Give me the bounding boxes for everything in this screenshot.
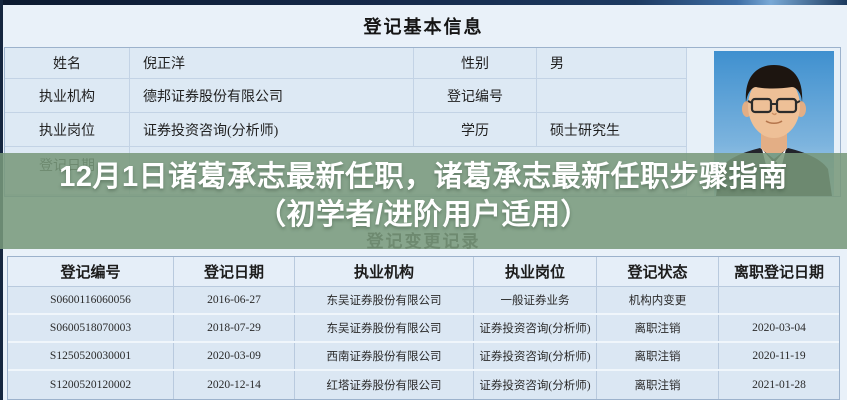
table-row: S0600116060056 2016-06-27 东吴证券股份有限公司 一般证… [8, 287, 839, 315]
regno-label: 登记编号 [414, 79, 537, 112]
cell-regno: S0600518070003 [8, 315, 174, 341]
cell-regdate: 2016-06-27 [174, 287, 295, 313]
table-row: 执业岗位 证券投资咨询(分析师) 学历 硕士研究生 [5, 113, 686, 147]
cell-position: 一般证券业务 [474, 287, 597, 313]
cell-org: 红塔证券股份有限公司 [295, 371, 474, 399]
education-label: 学历 [414, 113, 537, 146]
name-value: 倪正洋 [130, 48, 414, 78]
cell-org: 东吴证券股份有限公司 [295, 287, 474, 313]
cell-leavedate: 2021-01-28 [752, 379, 806, 391]
col-header-leavedate: 离职登记日期 [733, 265, 824, 281]
table-row: S0600518070003 2018-07-29 东吴证券股份有限公司 证券投… [8, 315, 839, 343]
page-title: 登记基本信息 [363, 17, 484, 37]
cell-regno: S1250520030001 [8, 343, 174, 369]
cell-position: 证券投资咨询(分析师) [474, 343, 597, 369]
cell-org: 东吴证券股份有限公司 [295, 315, 474, 341]
cell-status: 离职注销 [597, 315, 719, 341]
org-value: 德邦证券股份有限公司 [130, 79, 414, 112]
regno-value [537, 79, 684, 112]
banner-line-2: （初学者/进阶用户适用） [256, 199, 591, 231]
cell-status: 离职注销 [597, 371, 719, 399]
cell-regno: S0600116060056 [8, 287, 174, 313]
overlay-banner: 12月1日诸葛承志最新任职，诸葛承志最新任职步骤指南 （初学者/进阶用户适用） [0, 153, 847, 249]
cell-regdate: 2020-03-09 [174, 343, 295, 369]
col-header-status: 登记状态 [597, 257, 719, 286]
table-row: S1200520120002 2020-12-14 红塔证券股份有限公司 证券投… [8, 371, 839, 399]
table-row: S1250520030001 2020-03-09 西南证券股份有限公司 证券投… [8, 343, 839, 371]
banner-line-1: 12月1日诸葛承志最新任职，诸葛承志最新任职步骤指南 [59, 161, 788, 193]
position-label: 执业岗位 [5, 113, 130, 146]
col-header-position: 执业岗位 [474, 257, 597, 286]
org-label: 执业机构 [5, 79, 130, 112]
cell-position: 证券投资咨询(分析师) [474, 315, 597, 341]
cell-leavedate [719, 287, 839, 313]
education-value: 硕士研究生 [550, 123, 620, 139]
position-value: 证券投资咨询(分析师) [130, 113, 414, 146]
cell-regdate: 2018-07-29 [174, 315, 295, 341]
cell-org: 西南证券股份有限公司 [295, 343, 474, 369]
gender-value: 男 [550, 57, 564, 72]
col-header-org: 执业机构 [295, 257, 474, 286]
table-row: 执业机构 德邦证券股份有限公司 登记编号 [5, 79, 686, 113]
cell-regdate: 2020-12-14 [174, 371, 295, 399]
window-top-bar [0, 0, 847, 5]
cell-leavedate: 2020-11-19 [752, 350, 806, 362]
cell-regno: S1200520120002 [8, 371, 174, 399]
cell-status: 机构内变更 [597, 287, 719, 313]
col-header-regno: 登记编号 [8, 257, 174, 286]
records-table: 登记编号 登记日期 执业机构 执业岗位 登记状态 离职登记日期 S0600116… [7, 256, 840, 400]
records-table-header: 登记编号 登记日期 执业机构 执业岗位 登记状态 离职登记日期 [8, 257, 839, 287]
cell-status: 离职注销 [597, 343, 719, 369]
cell-position: 证券投资咨询(分析师) [474, 371, 597, 399]
table-row: 姓名 倪正洋 性别 男 [5, 48, 686, 79]
name-label: 姓名 [5, 48, 130, 78]
gender-label: 性别 [414, 48, 537, 78]
cell-leavedate: 2020-03-04 [752, 322, 806, 334]
col-header-regdate: 登记日期 [174, 257, 295, 286]
